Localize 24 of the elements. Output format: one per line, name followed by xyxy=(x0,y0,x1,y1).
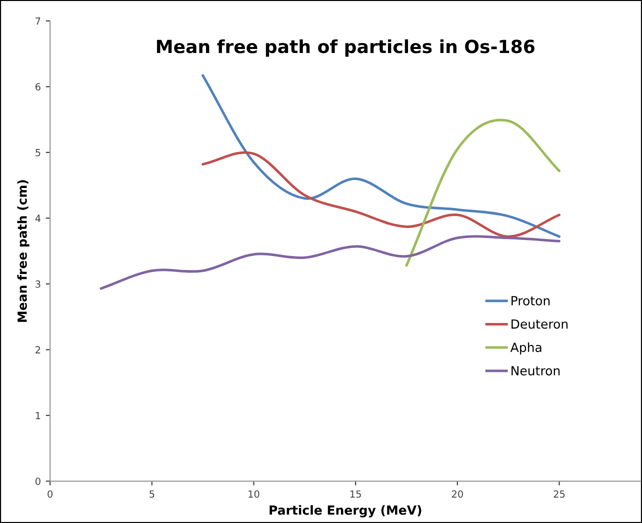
y-tick-label: 6 xyxy=(36,83,40,90)
line-series xyxy=(405,118,560,267)
legend-label: Apha xyxy=(510,342,542,355)
x-tick-label: 25 xyxy=(554,490,565,498)
x-tick-label: 10 xyxy=(248,490,260,498)
y-tick-label: 2 xyxy=(36,346,40,354)
y-tick-label: 7 xyxy=(36,18,40,25)
y-tick-label: 5 xyxy=(36,149,40,156)
x-tick-label: 0 xyxy=(48,490,53,498)
y-tick-label: 1 xyxy=(36,412,40,420)
x-tick-label: 20 xyxy=(452,490,463,498)
y-tick-label: 0 xyxy=(36,478,40,485)
legend-label: Deuteron xyxy=(512,319,568,329)
text: Mean free path of particles in Os-186 xyxy=(157,39,534,57)
y-tick-label: 3 xyxy=(36,280,40,288)
y-tick-label: 4 xyxy=(35,214,41,222)
line-series xyxy=(202,151,560,238)
x-axis-title: Particle Energy (MeV) xyxy=(270,505,422,518)
x-tick-label: 15 xyxy=(350,490,361,498)
legend-label: Neutron xyxy=(512,366,560,376)
line-series xyxy=(202,74,560,238)
y-axis-title: Mean free path (cm) xyxy=(17,180,30,322)
x-tick-label: 5 xyxy=(150,490,154,498)
legend-label: Proton xyxy=(512,296,550,306)
